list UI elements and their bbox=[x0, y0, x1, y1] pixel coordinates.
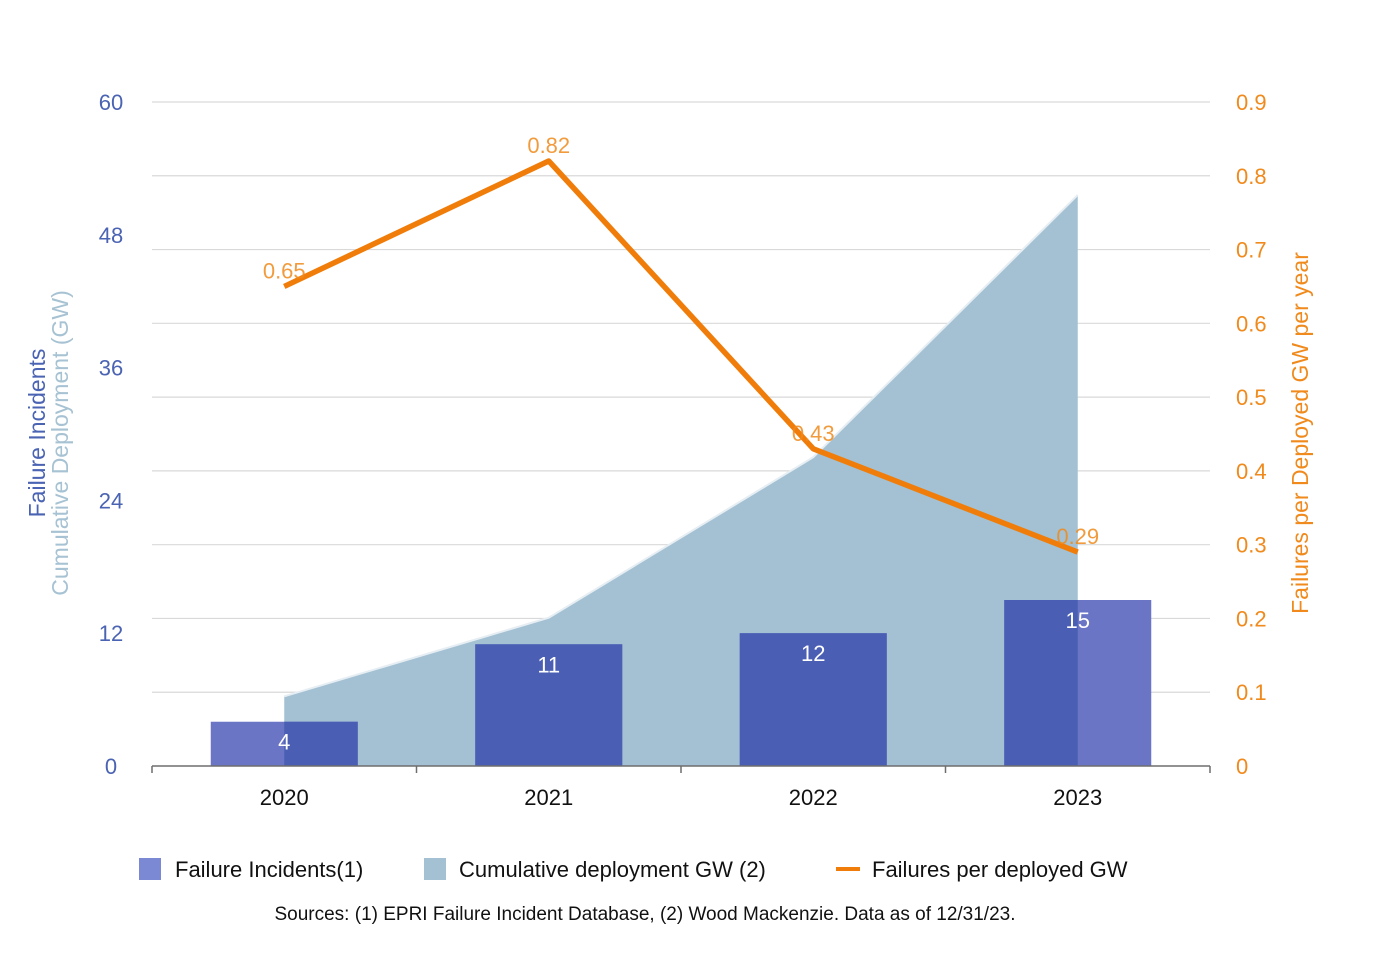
y-right-tick-label: 0.5 bbox=[1236, 385, 1267, 410]
source-note: Sources: (1) EPRI Failure Incident Datab… bbox=[274, 904, 1015, 925]
bar-value-label: 11 bbox=[537, 652, 560, 677]
line-value-label: 0.29 bbox=[1056, 524, 1099, 549]
line-failures-per-gw bbox=[283, 158, 1079, 555]
bar-layer: 4 11 12 15 bbox=[210, 600, 1152, 766]
y-right-tick-label: 0.6 bbox=[1236, 311, 1267, 336]
y-right-tick-label: 0.9 bbox=[1236, 90, 1267, 115]
legend-label-cumulative-deployment: Cumulative deployment GW (2) bbox=[459, 857, 766, 882]
x-tick-label: 2023 bbox=[1053, 785, 1102, 810]
y-left-tick-label: 0 bbox=[105, 754, 117, 779]
legend-label-failure-incidents: Failure Incidents(1) bbox=[175, 857, 363, 882]
x-tick-label: 2022 bbox=[789, 785, 838, 810]
area-layer bbox=[283, 194, 1079, 766]
y-right-tick-label: 0.1 bbox=[1236, 680, 1267, 705]
area-cumulative-deployment bbox=[284, 194, 1078, 766]
legend-label-failures-per-gw: Failures per deployed GW bbox=[872, 857, 1128, 882]
bar-value-label: 15 bbox=[1066, 608, 1090, 633]
y-left-tick-label: 48 bbox=[99, 223, 123, 248]
y-left-tick-label: 24 bbox=[99, 488, 123, 513]
y-axis-label-failure-incidents: Failure Incidents bbox=[24, 349, 50, 518]
y-right-tick-label: 0.4 bbox=[1236, 459, 1267, 484]
y-right-tick-label: 0.3 bbox=[1236, 533, 1267, 558]
y-right-tick-label: 0.2 bbox=[1236, 606, 1267, 631]
x-tick-label: 2020 bbox=[260, 785, 309, 810]
y-left-tick-label: 60 bbox=[99, 90, 123, 115]
y-axis-label-right: Failures per Deployed GW per year bbox=[1287, 252, 1313, 614]
y-right-tick-label: 0 bbox=[1236, 754, 1248, 779]
y-left-tick-label: 12 bbox=[99, 621, 123, 646]
y-left-tick-label: 36 bbox=[99, 356, 123, 381]
legend-swatch-failure-incidents bbox=[139, 858, 161, 880]
bar-overlap-2022 bbox=[739, 633, 887, 766]
legend: Failure Incidents(1) Cumulative deployme… bbox=[139, 857, 1128, 882]
legend-swatch-cumulative-deployment bbox=[424, 858, 446, 880]
y-right-tick-label: 0.8 bbox=[1236, 164, 1267, 189]
x-tick-label: 2021 bbox=[524, 785, 573, 810]
axis-layer bbox=[151, 765, 1211, 773]
bar-value-label: 12 bbox=[801, 641, 825, 666]
tick-layer: 0 12 24 36 48 60 0 0.1 0.2 0.3 0.4 0.5 0.6 0.7 0.8 0.9 2… bbox=[99, 90, 1267, 810]
gridlines bbox=[152, 101, 1210, 693]
line-value-label: 0.65 bbox=[263, 258, 306, 283]
area-outline bbox=[283, 194, 1079, 698]
bar-overlap-2020 bbox=[284, 721, 358, 766]
bar-overlap-2023 bbox=[1004, 600, 1078, 766]
line-layer: 0.65 0.82 0.43 0.29 bbox=[263, 133, 1099, 555]
bar-value-label: 4 bbox=[278, 730, 290, 755]
line-value-label: 0.43 bbox=[792, 421, 835, 446]
line-value-label: 0.82 bbox=[527, 133, 570, 158]
bar-overlap-2021 bbox=[475, 644, 623, 766]
y-right-tick-label: 0.7 bbox=[1236, 238, 1267, 263]
y-axis-label-cumulative-deployment: Cumulative Deployment (GW) bbox=[47, 290, 73, 595]
